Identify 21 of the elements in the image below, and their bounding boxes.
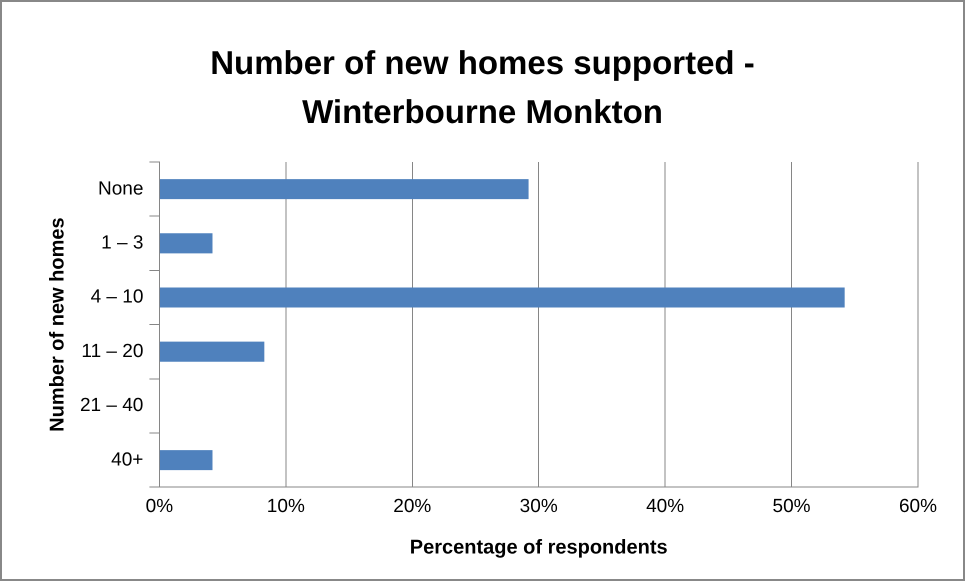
y-tick-label: None [98, 178, 144, 200]
bar [160, 287, 845, 308]
x-tick-label: 0% [146, 496, 174, 517]
x-axis-title: Percentage of respondents [410, 536, 668, 559]
y-tick-label: 11 – 20 [81, 340, 144, 362]
y-tick-label: 1 – 3 [101, 232, 144, 254]
bar [160, 233, 212, 254]
y-axis-title: Number of new homes [46, 217, 69, 432]
bar [160, 450, 212, 470]
y-tick-label: 21 – 40 [80, 395, 144, 416]
x-tick-label: 10% [266, 496, 305, 517]
x-tick-label: 30% [520, 496, 558, 517]
bar [160, 179, 529, 200]
x-tick-label: 20% [393, 496, 432, 517]
x-tick-label: 60% [898, 496, 938, 517]
x-tick-label: 40% [646, 496, 684, 517]
x-tick-label: 50% [772, 496, 811, 517]
y-tick-label: 4 – 10 [90, 286, 144, 308]
y-tick-label: 40+ [111, 449, 144, 470]
chart-title: Number of new homes supported - Winterbourne Monkton [209, 43, 756, 132]
bar [160, 342, 264, 362]
